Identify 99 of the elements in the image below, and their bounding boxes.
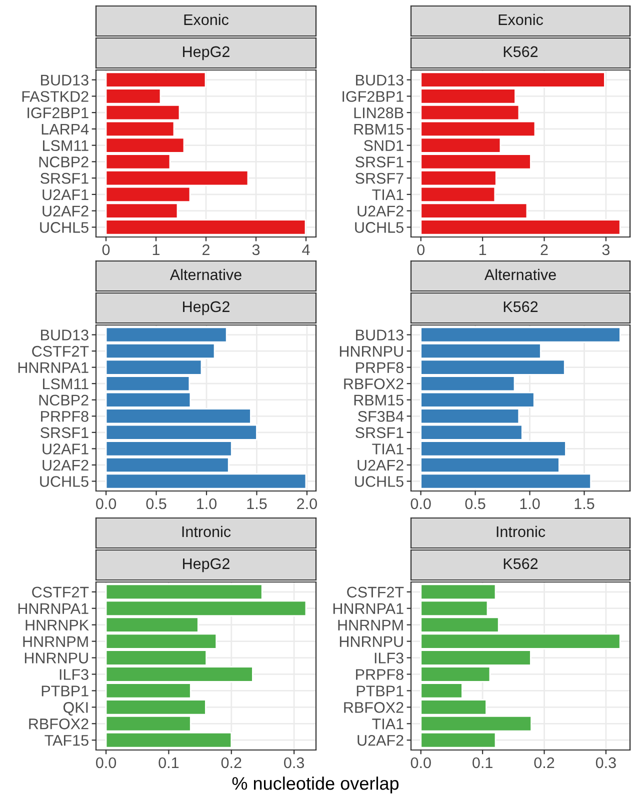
y-tick-label: SRSF1 [40, 172, 88, 184]
chart-title: Intronic [182, 526, 231, 538]
chart-title: Exonic [498, 14, 544, 26]
y-tick-label: U2AF1 [42, 444, 88, 454]
y-tick-label: IGF2BP1 [342, 91, 404, 102]
y-tick-label: U2AF2 [358, 206, 404, 216]
x-tick-label: 1 [152, 244, 160, 256]
y-tick-label: LARP4 [42, 124, 89, 134]
y-tick-label: PRPF8 [41, 411, 88, 422]
chart-subtitle: K562 [504, 558, 538, 570]
y-tick-label: U2AF2 [358, 460, 404, 471]
x-tick-label: 4 [302, 244, 310, 256]
x-axis-title: % nucleotide overlap [232, 776, 399, 794]
chart-title: Alternative [484, 268, 556, 280]
y-tick-label: CSTF2T [32, 346, 89, 357]
y-tick-label: RBFOX2 [344, 702, 404, 713]
x-tick-label: 0 [102, 244, 110, 256]
y-tick-label: BUD13 [356, 330, 404, 340]
x-tick-label: 2.0 [297, 498, 317, 510]
y-tick-label: PTBP1 [356, 686, 404, 696]
y-tick-label: SRSF1 [40, 427, 88, 438]
x-tick-label: 0.2 [221, 757, 242, 768]
y-tick-label: NCBP2 [39, 394, 88, 406]
y-tick-label: UCHL5 [40, 222, 88, 233]
y-tick-label: U2AF2 [358, 734, 404, 746]
y-tick-label: TIA1 [372, 189, 404, 200]
x-tick-label: 0.0 [96, 757, 116, 768]
y-tick-label: PRPF8 [356, 362, 404, 373]
y-tick-label: CSTF2T [32, 586, 89, 598]
x-tick-label: 0.5 [146, 498, 166, 510]
y-tick-label: ILF3 [60, 669, 88, 680]
y-tick-label: HNRNPA1 [333, 603, 404, 614]
y-tick-label: RBFOX2 [344, 378, 404, 390]
y-tick-label: RBM15 [354, 124, 404, 135]
x-tick-label: 0.5 [465, 498, 486, 510]
chart-title: Exonic [184, 14, 229, 26]
y-tick-label: UCHL5 [355, 222, 404, 233]
chart-title: Intronic [496, 526, 546, 538]
chart-title: Alternative [170, 268, 242, 280]
y-tick-label: SRSF1 [356, 427, 404, 438]
y-tick-label: RBFOX2 [29, 718, 88, 730]
chart-subtitle: K562 [504, 46, 538, 58]
x-tick-label: 0.2 [534, 757, 554, 768]
y-tick-label: ILF3 [374, 652, 404, 664]
x-tick-label: 0.1 [472, 757, 492, 768]
y-tick-label: TIA1 [372, 444, 404, 454]
x-tick-label: 1.5 [247, 498, 267, 510]
x-tick-label: 1.0 [197, 498, 217, 510]
chart-subtitle: HepG2 [183, 558, 230, 572]
y-tick-label: HNRNPA1 [18, 603, 88, 614]
x-tick-label: 0.0 [96, 498, 116, 510]
y-tick-label: U2AF2 [42, 206, 88, 216]
y-tick-label: IGF2BP1 [28, 107, 88, 118]
y-tick-label: FASTKD2 [22, 91, 88, 102]
y-tick-label: LSM11 [43, 140, 88, 151]
y-tick-label: LSM11 [43, 378, 88, 390]
y-tick-label: HNRNPK [26, 620, 89, 630]
y-tick-label: SRSF1 [356, 156, 404, 168]
x-tick-label: 1.5 [574, 498, 594, 510]
y-tick-label: HNRNPA1 [18, 362, 88, 373]
x-tick-label: 1.0 [520, 498, 540, 510]
x-tick-label: 0.0 [410, 498, 431, 510]
y-tick-label: NCBP2 [39, 156, 88, 168]
y-tick-label: U2AF2 [42, 460, 88, 471]
x-tick-label: 0.1 [158, 757, 179, 768]
y-tick-label: UCHL5 [40, 476, 88, 487]
x-tick-label: 3 [602, 244, 610, 256]
y-tick-label: HNRNPU [340, 346, 403, 357]
x-tick-label: 0 [417, 244, 425, 256]
y-tick-label: LIN28B [354, 107, 404, 118]
x-tick-label: 2 [540, 244, 548, 256]
chart-subtitle: HepG2 [183, 301, 230, 316]
y-tick-label: TIA1 [372, 718, 404, 730]
y-tick-label: HNRNPM [23, 636, 88, 647]
y-tick-label: BUD13 [41, 74, 88, 86]
y-tick-label: UCHL5 [355, 476, 404, 487]
y-tick-label: HNRNPU [24, 652, 88, 664]
y-tick-label: CSTF2T [347, 586, 404, 598]
y-tick-label: BUD13 [41, 330, 88, 340]
x-tick-label: 1 [479, 244, 486, 256]
y-tick-label: PTBP1 [42, 686, 88, 696]
x-tick-label: 0.0 [410, 757, 431, 768]
y-tick-label: PRPF8 [356, 669, 404, 680]
y-tick-label: QKI [63, 702, 88, 716]
y-tick-label: HNRNPM [338, 620, 403, 630]
y-tick-label: TAF15 [44, 735, 88, 746]
chart-subtitle: HepG2 [183, 46, 230, 60]
x-tick-label: 0.3 [596, 757, 616, 768]
chart-subtitle: K562 [504, 301, 538, 312]
y-tick-label: HNRNPU [340, 636, 403, 647]
y-tick-label: SF3B4 [358, 411, 404, 422]
y-tick-label: SRSF7 [356, 172, 404, 184]
y-tick-label: SND1 [364, 140, 404, 151]
x-tick-label: 2 [202, 244, 210, 256]
y-tick-label: BUD13 [356, 74, 404, 86]
x-tick-label: 0.3 [284, 757, 304, 768]
x-tick-label: 3 [252, 244, 260, 256]
y-tick-label: U2AF1 [42, 189, 88, 200]
y-tick-label: RBM15 [354, 394, 404, 406]
